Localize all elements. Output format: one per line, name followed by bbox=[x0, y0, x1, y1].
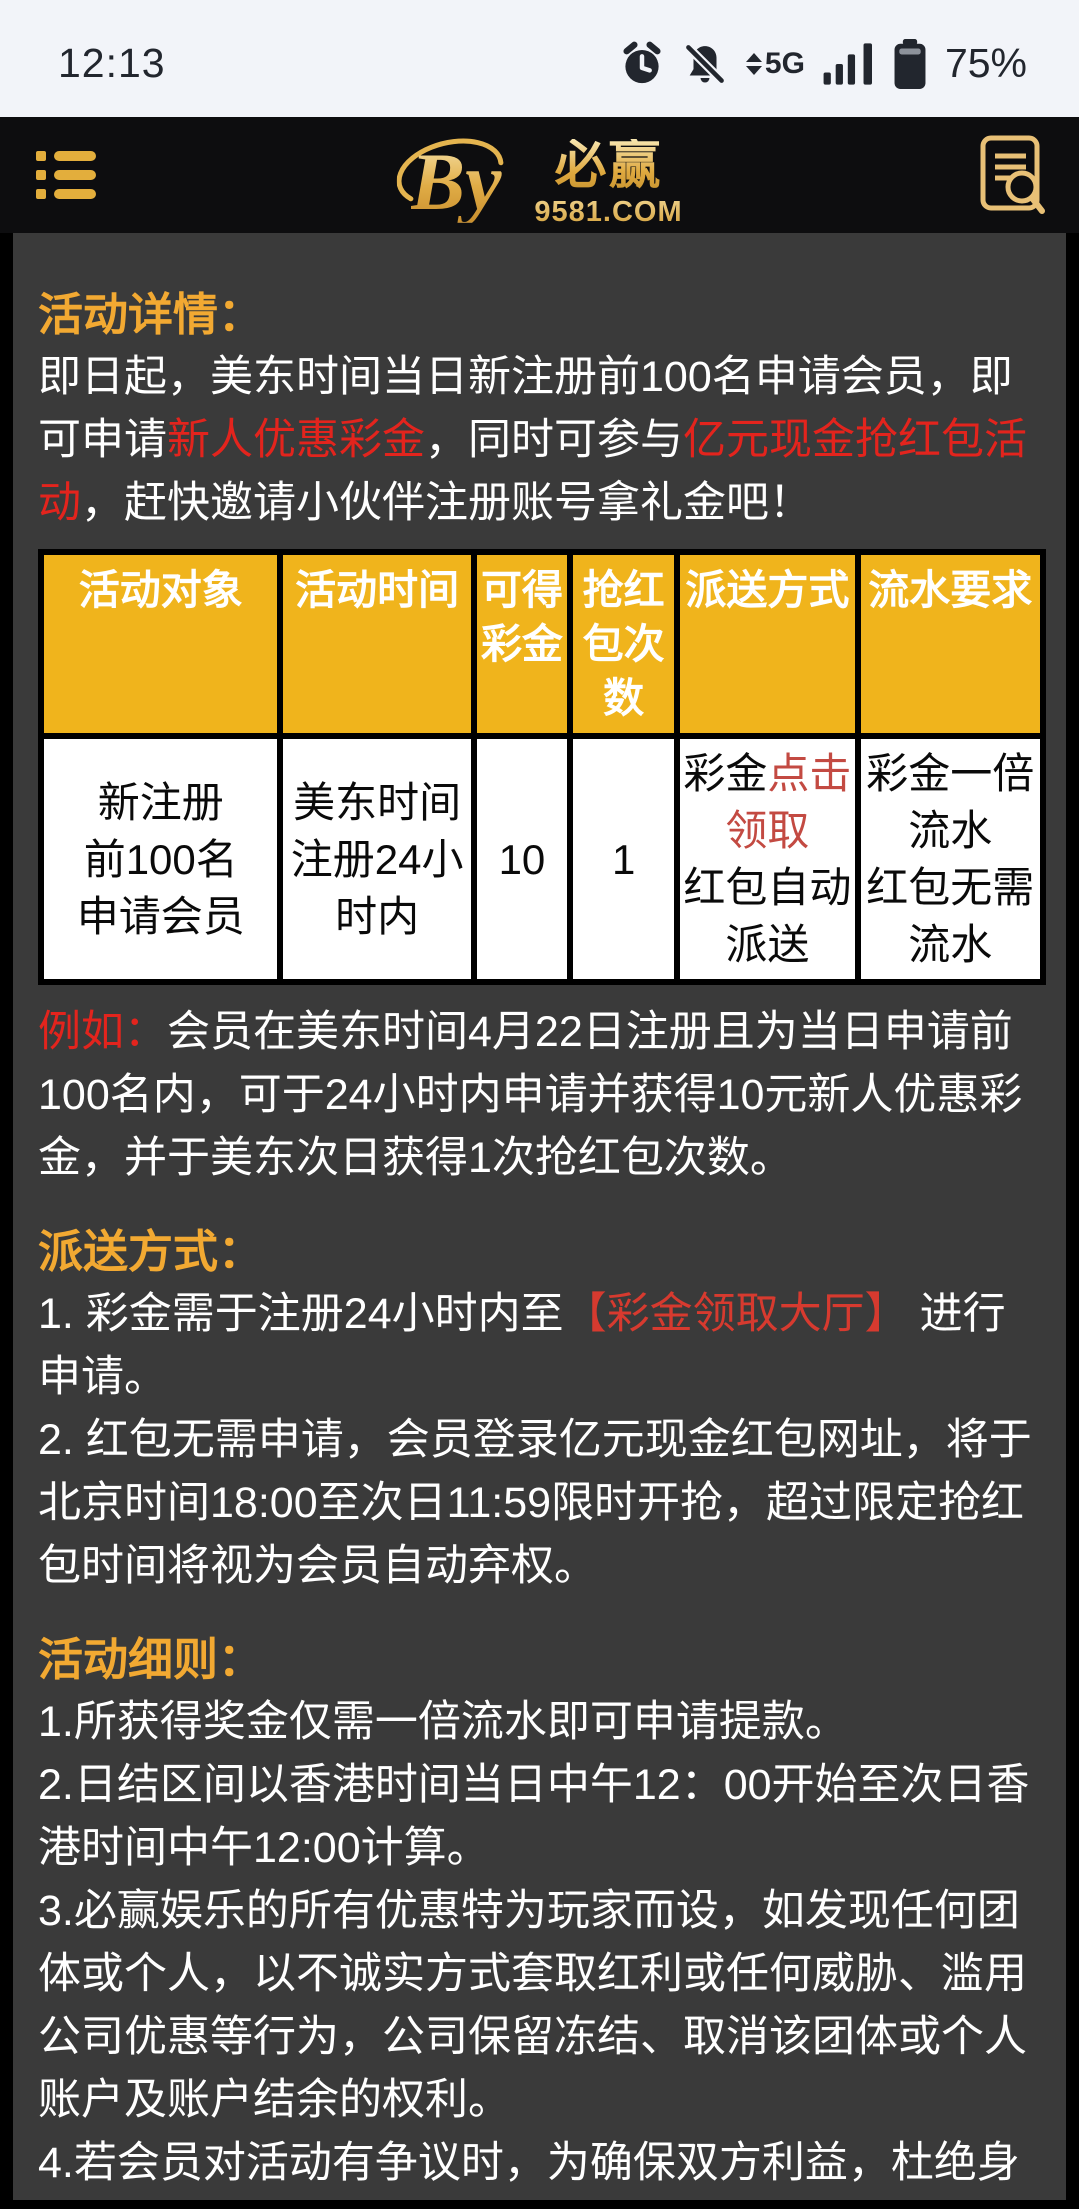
intro-highlight-newbie-bonus: 新人优惠彩金 bbox=[167, 416, 425, 464]
intro-text-2: ，同时可参与 bbox=[425, 416, 683, 464]
th-delivery: 派送方式 bbox=[674, 549, 861, 739]
delivery-item-2: 2. 红包无需申请，会员登录亿元现金红包网址，将于北京时间18:00至次日11:… bbox=[38, 1416, 1032, 1590]
status-icons: 5G 75% bbox=[620, 38, 1027, 89]
status-bar: 12:13 5G bbox=[0, 0, 1079, 117]
delivery-text-2: 红包自动 bbox=[683, 864, 852, 911]
cell-time: 美东时间 注册24小 时内 bbox=[277, 733, 477, 985]
document-search-icon bbox=[979, 135, 1045, 219]
app-header: By 必赢 9581.COM bbox=[0, 117, 1079, 233]
brand-domain: 9581.COM bbox=[534, 195, 683, 228]
section-heading-details: 活动详情： bbox=[38, 289, 264, 340]
battery-icon bbox=[893, 38, 927, 89]
page-background: 活动详情： 即日起，美东时间当日新注册前100名申请会员，即可申请新人优惠彩金，… bbox=[0, 233, 1079, 2209]
rule-item-1: 1.所获得奖金仅需一倍流水即可申请提款。 bbox=[38, 1698, 848, 1746]
notifications-off-icon bbox=[682, 41, 728, 87]
th-audience: 活动对象 bbox=[37, 549, 284, 739]
delivery-text-1: 彩金 bbox=[683, 750, 768, 797]
intro-text-1: 即日起，美东时间当日新注册前100名申请会员，即可申请 bbox=[38, 353, 1013, 464]
th-turnover: 流水要求 bbox=[854, 549, 1047, 739]
intro-text-3: ，赶快邀请小伙伴注册账号拿礼金吧！ bbox=[81, 479, 812, 527]
menu-button[interactable] bbox=[34, 147, 98, 203]
brand-name: 必赢 bbox=[554, 136, 663, 195]
th-bonus: 可得彩金 bbox=[470, 549, 574, 739]
delivery-item1-text-2: 进行申请。 bbox=[38, 1290, 1006, 1401]
cell-grabs: 1 bbox=[567, 733, 681, 985]
rule-item-2: 2.日结区间以香港时间当日中午12：00开始至次日香港时间中午12:00计算。 bbox=[38, 1761, 1030, 1872]
example-label: 例如： bbox=[38, 1008, 167, 1056]
list-menu-icon bbox=[34, 151, 98, 206]
search-button[interactable] bbox=[979, 134, 1045, 216]
example-text: 会员在美东时间4月22日注册且为当日申请前100名内，可于24小时内申请并获得1… bbox=[38, 1008, 1023, 1182]
click-to-claim-link[interactable]: 点击 bbox=[767, 750, 852, 797]
status-time: 12:13 bbox=[58, 40, 166, 86]
intro-paragraph: 即日起，美东时间当日新注册前100名申请会员，即可申请新人优惠彩金，同时可参与亿… bbox=[38, 346, 1046, 535]
cell-audience: 新注册 前100名 申请会员 bbox=[37, 733, 284, 985]
battery-percent-label: 75% bbox=[944, 40, 1027, 86]
signal-bars-icon bbox=[823, 41, 875, 87]
table-row: 新注册 前100名 申请会员 美东时间 注册24小 时内 10 1 彩金点击领取… bbox=[37, 733, 1047, 985]
logo-monogram-icon: By bbox=[396, 133, 524, 229]
bottom-strip bbox=[0, 2200, 1079, 2209]
promo-table: 活动对象 活动时间 可得彩金 抢红包次数 派送方式 流水要求 新注册 前100名… bbox=[37, 549, 1047, 985]
delivery-text-3: 派送 bbox=[725, 921, 810, 968]
cell-bonus: 10 bbox=[470, 733, 574, 985]
section-heading-delivery: 派送方式： bbox=[38, 1226, 264, 1277]
th-grabs: 抢红包次数 bbox=[567, 549, 681, 739]
bonus-claim-hall-link[interactable]: 【彩金领取大厅】 bbox=[563, 1290, 908, 1338]
delivery-item1-text-1: 1. 彩金需于注册24小时内至 bbox=[38, 1290, 564, 1338]
data-arrows-icon bbox=[745, 52, 762, 75]
section-heading-rules: 活动细则： bbox=[38, 1634, 264, 1685]
promo-content-panel: 活动详情： 即日起，美东时间当日新注册前100名申请会员，即可申请新人优惠彩金，… bbox=[13, 233, 1066, 2200]
delivery-item-1: 1. 彩金需于注册24小时内至【彩金领取大厅】 进行申请。 bbox=[38, 1283, 1046, 1409]
example-paragraph: 例如：会员在美东时间4月22日注册且为当日申请前100名内，可于24小时内申请并… bbox=[38, 1001, 1046, 1190]
alarm-icon bbox=[620, 41, 664, 87]
th-time: 活动时间 bbox=[277, 549, 477, 739]
brand-logo[interactable]: By 必赢 9581.COM bbox=[396, 133, 682, 229]
cell-delivery: 彩金点击领取红包自动派送 bbox=[674, 733, 861, 985]
cell-turnover: 彩金一倍 流水 红包无需 流水 bbox=[854, 733, 1047, 985]
network-5g-indicator: 5G bbox=[745, 46, 805, 81]
click-to-claim-link-2[interactable]: 领取 bbox=[725, 807, 810, 854]
table-header-row: 活动对象 活动时间 可得彩金 抢红包次数 派送方式 流水要求 bbox=[37, 549, 1047, 739]
intro-highlight-redpacket-event: 亿元现金抢红包活动 bbox=[38, 416, 1027, 527]
rule-item-3: 3.必赢娱乐的所有优惠特为玩家而设，如发现任何团体或个人，以不诚实方式套取红利或… bbox=[38, 1887, 1027, 2124]
network-type-label: 5G bbox=[764, 46, 805, 80]
rule-item-4: 4.若会员对活动有争议时，为确保双方利益，杜绝身份盗用行为，必赢娱乐有权要求会员… bbox=[38, 2139, 1020, 2187]
